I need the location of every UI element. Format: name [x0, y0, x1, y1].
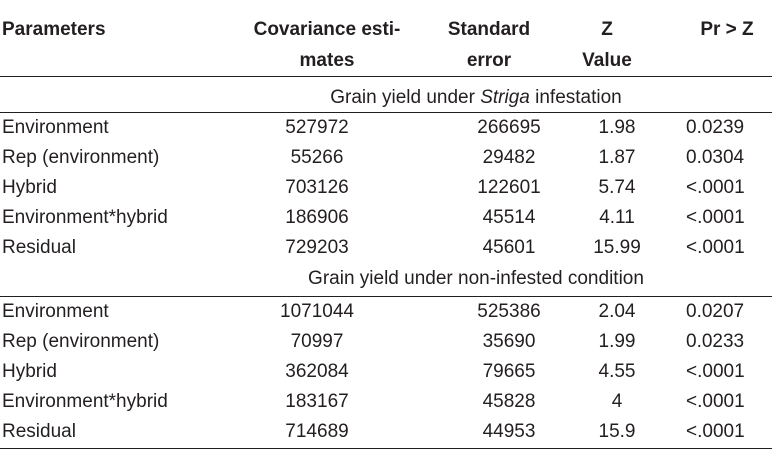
header-z-value: Z Value	[552, 0, 662, 77]
cell-z-value: 4	[611, 390, 623, 412]
cell-covariance: 55266	[290, 147, 344, 168]
cell-z-value: 4.55	[598, 360, 636, 382]
cell-covariance: 186906	[285, 207, 349, 228]
header-p-value: Pr > Z	[662, 0, 772, 77]
cell-standard-error: 525386	[477, 300, 541, 322]
cell-covariance: 362084	[285, 360, 349, 382]
cell-z-value: 4.11	[599, 207, 635, 228]
table-row: Rep (environment) 70997 35690 1.99 0.023…	[0, 327, 772, 357]
cell-standard-error: 45601	[482, 237, 536, 258]
cell-parameter: Environment*hybrid	[2, 390, 168, 412]
header-covariance: Covariance esti-mates	[202, 0, 426, 77]
cell-standard-error: 122601	[477, 177, 541, 198]
table-row: Environment*hybrid 186906 45514 4.11 <.0…	[0, 203, 772, 233]
cell-covariance: 1071044	[280, 300, 354, 322]
cell-covariance: 70997	[290, 330, 344, 352]
cell-standard-error: 35690	[482, 330, 536, 352]
cell-standard-error: 45514	[482, 207, 536, 228]
cell-covariance: 183167	[285, 390, 349, 412]
table-row: Environment 527972 266695 1.98 0.0239	[0, 113, 772, 144]
cell-parameter: Hybrid	[2, 177, 57, 198]
header-parameters: Parameters	[0, 0, 202, 77]
cell-p-value: 0.0304	[686, 147, 745, 168]
cell-covariance: 703126	[285, 177, 349, 198]
cell-p-value: <.0001	[686, 360, 745, 382]
cell-parameter: Environment*hybrid	[2, 207, 168, 228]
section-title-cell: Grain yield under non-infested condition	[0, 263, 772, 297]
cell-covariance: 714689	[202, 416, 426, 449]
cell-parameter: Residual	[0, 416, 202, 449]
cell-standard-error: 79665	[482, 360, 536, 382]
header-standard-error: Standard error	[426, 0, 552, 77]
cell-parameter: Hybrid	[2, 360, 57, 382]
cell-covariance: 527972	[285, 117, 349, 138]
cell-z-value: 1.87	[598, 147, 636, 168]
cell-standard-error: 266695	[477, 117, 541, 138]
table-row: Environment*hybrid 183167 45828 4 <.0001	[0, 387, 772, 417]
table-row: Residual 729203 45601 15.99 <.0001	[0, 233, 772, 263]
header-row: Parameters Covariance esti-mates Standar…	[0, 0, 772, 77]
cell-z-value: 15.9	[552, 416, 662, 449]
cell-parameter: Environment	[2, 117, 109, 138]
cell-standard-error: 44953	[426, 416, 552, 449]
table-row: Rep (environment) 55266 29482 1.87 0.030…	[0, 143, 772, 173]
cell-standard-error: 45828	[482, 390, 536, 412]
cell-z-value: 15.99	[593, 237, 641, 258]
cell-parameter: Residual	[2, 237, 76, 258]
cell-parameter: Rep (environment)	[2, 147, 160, 168]
section-title-cell: Grain yield under Striga infestation	[0, 76, 772, 113]
cell-p-value: 0.0239	[686, 117, 745, 138]
cell-parameter: Environment	[2, 300, 109, 322]
cell-p-value: 0.0233	[686, 330, 745, 352]
cell-z-value: 2.04	[598, 300, 636, 322]
section-title-striga: Grain yield under Striga infestation	[0, 76, 772, 113]
cell-p-value: <.0001	[686, 177, 745, 198]
cell-p-value: <.0001	[662, 416, 772, 449]
cell-parameter: Rep (environment)	[2, 330, 160, 352]
table-row: Residual 714689 44953 15.9 <.0001	[0, 416, 772, 449]
cell-standard-error: 29482	[482, 147, 536, 168]
cell-p-value: <.0001	[686, 207, 745, 228]
cell-z-value: 5.74	[598, 177, 636, 198]
table-row: Hybrid 703126 122601 5.74 <.0001	[0, 173, 772, 203]
section-title-non-infested: Grain yield under non-infested condition	[0, 263, 772, 297]
cell-z-value: 1.99	[598, 330, 636, 352]
table-row: Hybrid 362084 79665 4.55 <.0001	[0, 357, 772, 387]
table-row: Environment 1071044 525386 2.04 0.0207	[0, 296, 772, 327]
cell-p-value: <.0001	[686, 237, 745, 258]
cell-p-value: <.0001	[686, 390, 745, 412]
cell-z-value: 1.98	[598, 117, 636, 138]
cell-p-value: 0.0207	[686, 300, 745, 322]
cell-covariance: 729203	[285, 237, 349, 258]
